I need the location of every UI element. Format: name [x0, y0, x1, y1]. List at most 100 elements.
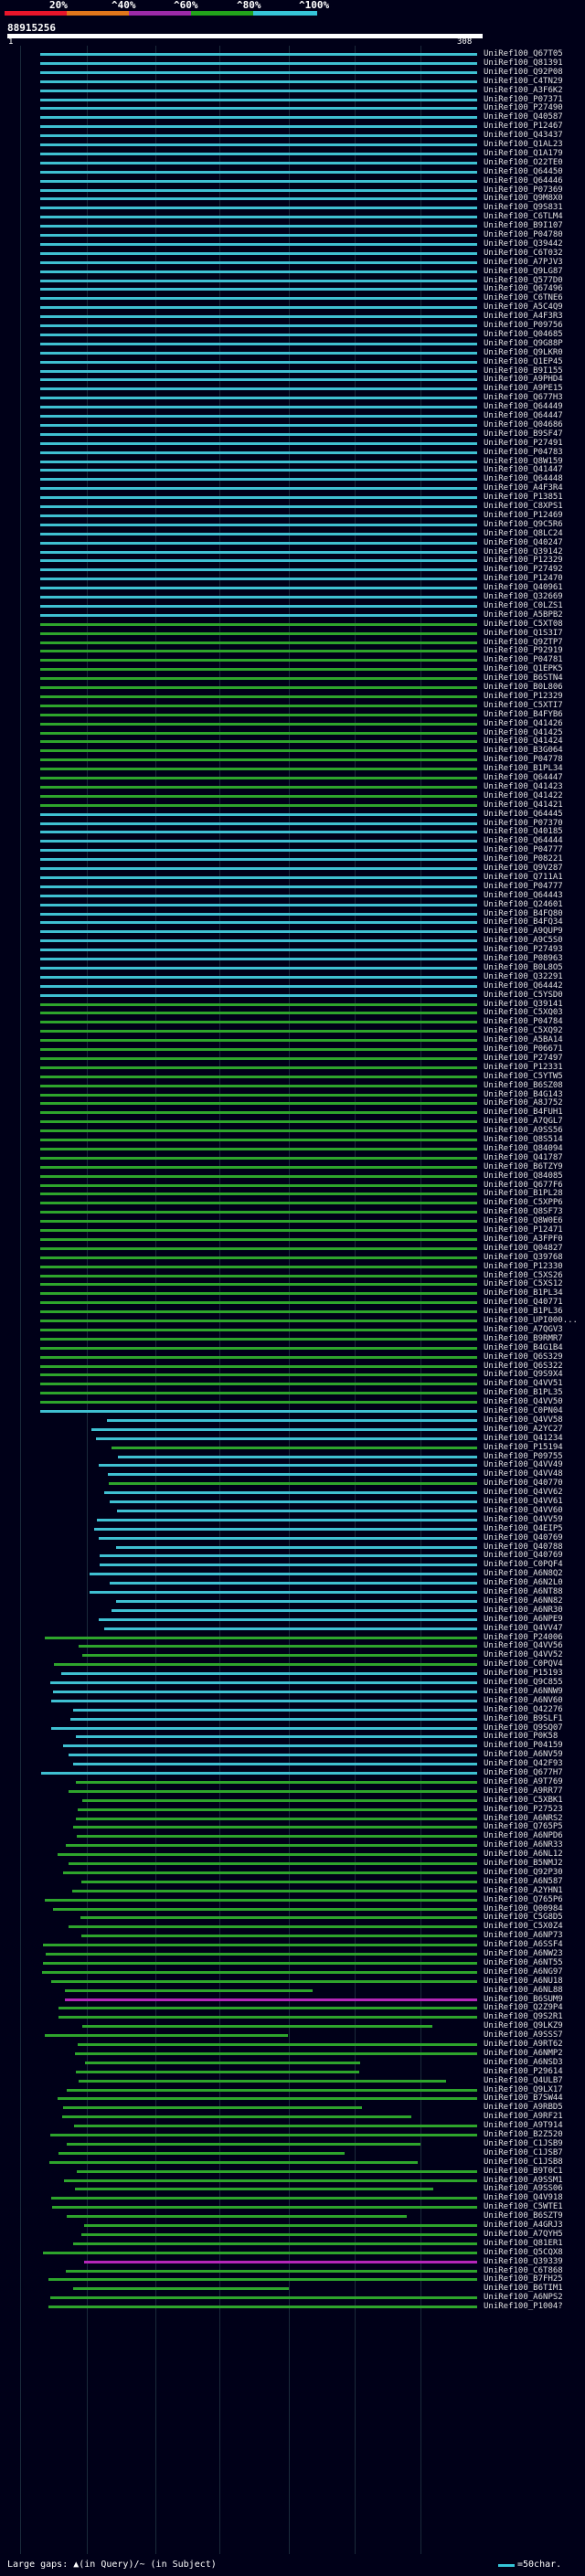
hit-label[interactable]: UniRef100_P04778 [484, 755, 563, 765]
hit-label[interactable]: UniRef100_P12329 [484, 691, 563, 701]
hit-label[interactable]: UniRef100_Q1A179 [484, 148, 563, 158]
hit-row[interactable]: UniRef100_Q64449 [0, 402, 585, 411]
hit-label[interactable]: UniRef100_Q39142 [484, 546, 563, 557]
hit-row[interactable]: UniRef100_Q39142 [0, 546, 585, 557]
hit-row[interactable]: UniRef100_Q32669 [0, 592, 585, 601]
hit-row[interactable]: UniRef100_P06671 [0, 1044, 585, 1054]
hit-row[interactable]: UniRef100_P07371 [0, 95, 585, 104]
hit-label[interactable]: UniRef100_B4FQ34 [484, 917, 563, 928]
hit-label[interactable]: UniRef100_A6NL88 [484, 1985, 563, 1995]
hit-label[interactable]: UniRef100_B9T0C1 [484, 2166, 563, 2176]
hit-row[interactable]: UniRef100_Q1EP45 [0, 357, 585, 366]
hit-row[interactable]: UniRef100_P0K58 [0, 1732, 585, 1742]
hit-row[interactable]: UniRef100_Q92P30 [0, 1867, 585, 1877]
hit-row[interactable]: UniRef100_P27490 [0, 103, 585, 112]
hit-row[interactable]: UniRef100_Q64446 [0, 176, 585, 186]
hit-row[interactable]: UniRef100_A6NRS2 [0, 1814, 585, 1823]
hit-label[interactable]: UniRef100_Q4VV51 [484, 1379, 563, 1389]
hit-label[interactable]: UniRef100_Q711A1 [484, 872, 563, 882]
hit-row[interactable]: UniRef100_C5XTI7 [0, 701, 585, 710]
hit-label[interactable]: UniRef100_Q92P30 [484, 1867, 563, 1877]
hit-label[interactable]: UniRef100_A8J752 [484, 1098, 563, 1108]
hit-row[interactable]: UniRef100_P12467 [0, 122, 585, 131]
hit-label[interactable]: UniRef100_Q41423 [484, 781, 563, 791]
hit-row[interactable]: UniRef100_B9SF47 [0, 429, 585, 439]
hit-label[interactable]: UniRef100_P0K58 [484, 1732, 558, 1742]
hit-row[interactable]: UniRef100_Q765P6 [0, 1895, 585, 1904]
hit-row[interactable]: UniRef100_Q9G88P [0, 339, 585, 348]
hit-label[interactable]: UniRef100_Q40769 [484, 1532, 563, 1542]
hit-label[interactable]: UniRef100_C5YTW5 [484, 1071, 563, 1081]
hit-label[interactable]: UniRef100_P12331 [484, 1062, 563, 1072]
hit-label[interactable]: UniRef100_Q41424 [484, 737, 563, 747]
hit-row[interactable]: UniRef100_A5C4Q9 [0, 302, 585, 312]
hit-row[interactable]: UniRef100_Q9V287 [0, 864, 585, 873]
hit-label[interactable]: UniRef100_Q40961 [484, 583, 563, 593]
hit-label[interactable]: UniRef100_P04780 [484, 230, 563, 239]
hit-row[interactable]: UniRef100_Q4EIP5 [0, 1524, 585, 1533]
hit-label[interactable]: UniRef100_Q42276 [484, 1704, 563, 1714]
hit-row[interactable]: UniRef100_Q9LX17 [0, 2084, 585, 2094]
hit-label[interactable]: UniRef100_Q9LX17 [484, 2084, 563, 2094]
hit-label[interactable]: UniRef100_B9I107 [484, 221, 563, 231]
hit-row[interactable]: UniRef100_Q677H3 [0, 393, 585, 402]
hit-label[interactable]: UniRef100_P15193 [484, 1669, 563, 1679]
hit-label[interactable]: UniRef100_A5BPB2 [484, 610, 563, 620]
hit-label[interactable]: UniRef100_P27523 [484, 1804, 563, 1814]
hit-row[interactable]: UniRef100_Q9S9X4 [0, 1370, 585, 1379]
hit-row[interactable]: UniRef100_B0L8O5 [0, 963, 585, 972]
hit-label[interactable]: UniRef100_B6TIM1 [484, 2284, 563, 2294]
hit-label[interactable]: UniRef100_P12470 [484, 574, 563, 584]
hit-row[interactable]: UniRef100_B4FQ80 [0, 909, 585, 918]
hit-row[interactable]: UniRef100_A6NP73 [0, 1931, 585, 1941]
hit-row[interactable]: UniRef100_Q40770 [0, 1479, 585, 1488]
hit-label[interactable]: UniRef100_C4TN29 [484, 76, 563, 86]
hit-row[interactable]: UniRef100_Q39768 [0, 1253, 585, 1262]
hit-row[interactable]: UniRef100_B2Z520 [0, 2130, 585, 2139]
hit-row[interactable]: UniRef100_UPI000... [0, 1316, 585, 1325]
hit-label[interactable]: UniRef100_P29614 [484, 2066, 563, 2076]
hit-label[interactable]: UniRef100_C0PQF4 [484, 1560, 563, 1570]
hit-row[interactable]: UniRef100_P09755 [0, 1452, 585, 1461]
hit-row[interactable]: UniRef100_C1JSB9 [0, 2139, 585, 2148]
hit-label[interactable]: UniRef100_Q84094 [484, 1143, 563, 1153]
hit-label[interactable]: UniRef100_Q64447 [484, 411, 563, 420]
hit-label[interactable]: UniRef100_Q64442 [484, 981, 563, 991]
hit-label[interactable]: UniRef100_Q8S514 [484, 1135, 563, 1144]
hit-label[interactable]: UniRef100_A6NP73 [484, 1931, 563, 1941]
hit-row[interactable]: UniRef100_A5BPB2 [0, 610, 585, 620]
hit-row[interactable]: UniRef100_B1PL34 [0, 1288, 585, 1299]
hit-label[interactable]: UniRef100_Q4VV60 [484, 1505, 563, 1515]
hit-label[interactable]: UniRef100_Q39442 [484, 239, 563, 249]
hit-row[interactable]: UniRef100_C5XPP6 [0, 1198, 585, 1207]
hit-row[interactable]: UniRef100_A6NT88 [0, 1587, 585, 1596]
hit-row[interactable]: UniRef100_A7QGV3 [0, 1325, 585, 1334]
hit-row[interactable]: UniRef100_B1PL34 [0, 764, 585, 773]
hit-row[interactable]: UniRef100_P07369 [0, 186, 585, 195]
hit-label[interactable]: UniRef100_P12329 [484, 556, 563, 566]
hit-label[interactable]: UniRef100_B1PL34 [484, 1288, 563, 1299]
hit-row[interactable]: UniRef100_Q41423 [0, 781, 585, 791]
hit-label[interactable]: UniRef100_Q4VV62 [484, 1488, 563, 1498]
hit-row[interactable]: UniRef100_Q41425 [0, 728, 585, 737]
hit-label[interactable]: UniRef100_A9RF21 [484, 2112, 563, 2122]
hit-row[interactable]: UniRef100_Q9LG87 [0, 267, 585, 276]
hit-label[interactable]: UniRef100_B3G064 [484, 746, 563, 756]
hit-row[interactable]: UniRef100_Q40247 [0, 538, 585, 547]
hit-label[interactable]: UniRef100_C5X0Z4 [484, 1922, 563, 1932]
hit-row[interactable]: UniRef100_A6NV60 [0, 1696, 585, 1705]
hit-row[interactable]: UniRef100_Q4VV59 [0, 1515, 585, 1524]
hit-label[interactable]: UniRef100_Q40771 [484, 1298, 563, 1308]
hit-label[interactable]: UniRef100_A6NSD3 [484, 2057, 563, 2067]
hit-row[interactable]: UniRef100_A4GRJ3 [0, 2221, 585, 2230]
hit-label[interactable]: UniRef100_A6NPD6 [484, 1831, 563, 1841]
hit-row[interactable]: UniRef100_Q41447 [0, 465, 585, 474]
hit-row[interactable]: UniRef100_C0PQV4 [0, 1659, 585, 1669]
hit-label[interactable]: UniRef100_P27497 [484, 1053, 563, 1063]
hit-label[interactable]: UniRef100_B7SW44 [484, 2094, 563, 2104]
hit-row[interactable]: UniRef100_B5NMJ2 [0, 1859, 585, 1868]
hit-row[interactable]: UniRef100_A9C5S0 [0, 936, 585, 945]
hit-label[interactable]: UniRef100_A6N587 [484, 1876, 563, 1886]
hit-row[interactable]: UniRef100_Q81391 [0, 58, 585, 68]
hit-row[interactable]: UniRef100_A9SSS7 [0, 2030, 585, 2040]
